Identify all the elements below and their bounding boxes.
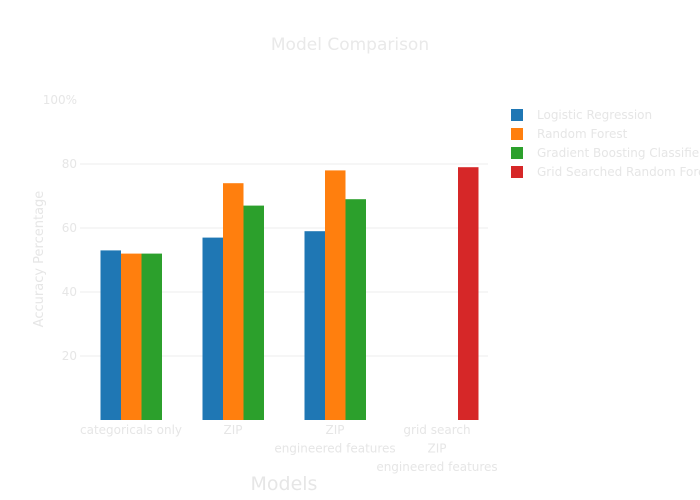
x-tick-label: categoricals only: [80, 423, 182, 437]
bar: [345, 199, 366, 420]
bar: [458, 167, 479, 420]
legend-item[interactable]: Gradient Boosting Classifier: [511, 146, 700, 160]
x-tick-label: ZIP: [224, 423, 243, 437]
legend-label: Random Forest: [537, 127, 628, 141]
legend[interactable]: Logistic Regression Random Forest Gradient…: [511, 108, 700, 179]
bar: [202, 237, 223, 420]
y-tick-label: 60: [62, 221, 77, 235]
y-tick-labels: 20 40 60 80 100%: [43, 93, 77, 363]
bar: [100, 250, 121, 420]
legend-label: Grid Searched Random Forest: [537, 165, 700, 179]
legend-swatch: [511, 109, 523, 121]
bar: [121, 253, 142, 420]
y-tick-label: 20: [62, 349, 77, 363]
legend-swatch: [511, 128, 523, 140]
y-tick-label: 40: [62, 285, 77, 299]
chart-title: Model Comparison: [271, 35, 429, 55]
legend-label: Gradient Boosting Classifier: [537, 146, 700, 160]
bar: [304, 231, 325, 420]
y-axis-label: Accuracy Percentage: [32, 191, 47, 328]
bar: [243, 205, 264, 420]
legend-item[interactable]: Logistic Regression: [511, 108, 652, 122]
bar: [141, 253, 162, 420]
x-tick-label: grid search ZIP engineered features: [376, 423, 497, 474]
y-tick-label: 80: [62, 157, 77, 171]
bar: [223, 183, 244, 420]
bars: [100, 167, 479, 420]
x-tick-label: ZIP engineered features: [274, 423, 395, 456]
legend-item[interactable]: Grid Searched Random Forest: [511, 165, 700, 179]
legend-swatch: [511, 166, 523, 178]
legend-swatch: [511, 147, 523, 159]
y-tick-label: 100%: [43, 93, 77, 107]
bar: [325, 170, 346, 420]
legend-label: Logistic Regression: [537, 108, 652, 122]
x-axis-label: Models: [251, 473, 318, 495]
legend-item[interactable]: Random Forest: [511, 127, 628, 141]
x-tick-labels: categoricals only ZIP ZIP engineered featur…: [80, 423, 498, 474]
